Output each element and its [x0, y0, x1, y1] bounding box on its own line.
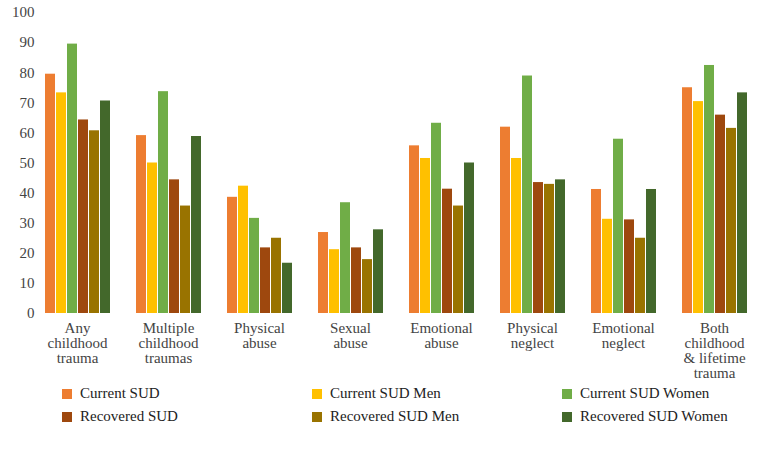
svg-text:Emotionalneglect: Emotionalneglect [592, 320, 655, 351]
html-text:Current SUD: Current SUD [80, 385, 160, 401]
svg-text:60: 60 [20, 125, 35, 141]
svg-text:Sexualabuse: Sexualabuse [330, 320, 371, 351]
html-text:Recovered SUD Men: Recovered SUD Men [330, 408, 460, 424]
svg-text:0: 0 [27, 305, 35, 321]
svg-text:10: 10 [20, 275, 35, 291]
svg-text:70: 70 [20, 95, 35, 111]
html-text:Current SUD Women: Current SUD Women [580, 385, 710, 401]
html-text:Current SUD Men: Current SUD Men [330, 385, 441, 401]
svg-text:Physicalabuse: Physicalabuse [234, 320, 285, 351]
svg-text:90: 90 [20, 34, 35, 50]
svg-text:Anychildhoodtrauma: Anychildhoodtrauma [48, 320, 108, 366]
svg-text:30: 30 [20, 215, 35, 231]
svg-text:Emotionalabuse: Emotionalabuse [410, 320, 473, 351]
svg-text:20: 20 [20, 245, 35, 261]
svg-text:Bothchildhood& lifetimetrauma: Bothchildhood& lifetimetrauma [683, 320, 745, 381]
svg-text:100: 100 [12, 4, 35, 20]
svg-text:80: 80 [20, 65, 35, 81]
html-text:Recovered SUD Women: Recovered SUD Women [580, 408, 728, 424]
svg-text:50: 50 [20, 155, 35, 171]
svg-text:Physicalneglect: Physicalneglect [507, 320, 558, 351]
html-text:Recovered SUD: Recovered SUD [80, 408, 178, 424]
svg-text:Multiplechildhoodtraumas: Multiplechildhoodtraumas [139, 320, 199, 366]
svg-text:40: 40 [20, 185, 35, 201]
